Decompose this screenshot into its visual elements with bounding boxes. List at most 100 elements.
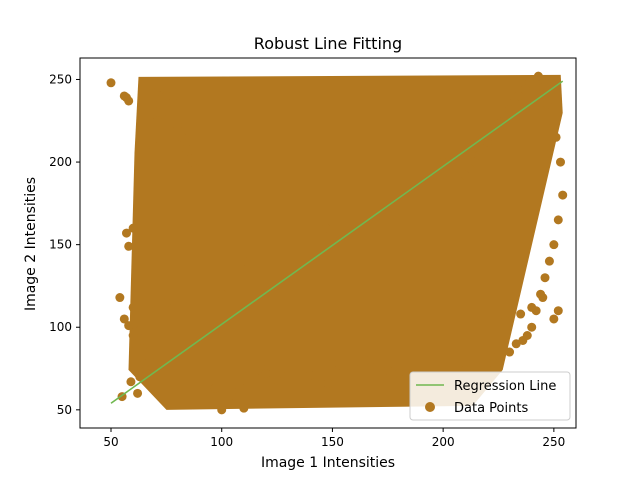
data-point	[465, 164, 475, 174]
data-point	[525, 78, 534, 88]
x-tick-label: 250	[542, 435, 565, 449]
data-point	[128, 302, 138, 312]
chart-title: Robust Line Fitting	[254, 34, 402, 53]
data-point	[177, 132, 187, 142]
data-point	[460, 170, 470, 180]
data-point	[438, 157, 448, 167]
data-point	[195, 174, 205, 184]
data-point	[250, 372, 260, 382]
data-point	[407, 190, 417, 200]
data-point	[243, 380, 253, 390]
data-point	[511, 339, 521, 349]
data-point	[505, 104, 515, 114]
data-point	[133, 281, 143, 291]
data-point	[549, 240, 559, 250]
data-point	[372, 362, 382, 372]
data-point	[122, 228, 131, 238]
data-point	[133, 207, 143, 217]
data-point	[115, 293, 125, 303]
data-point	[383, 365, 393, 375]
data-point	[478, 144, 488, 154]
data-point	[542, 99, 552, 109]
data-point	[509, 98, 519, 108]
data-point	[172, 121, 182, 131]
data-point	[144, 347, 154, 357]
data-point	[482, 137, 492, 147]
data-point	[294, 362, 304, 372]
data-point	[327, 359, 337, 369]
legend-box	[409, 371, 571, 421]
data-point	[239, 256, 249, 266]
data-point	[551, 132, 561, 142]
legend-label-data-points: Data Points	[454, 401, 528, 416]
x-tick-label: 150	[321, 435, 344, 449]
data-point	[161, 91, 171, 101]
y-tick-label: 250	[49, 72, 72, 86]
y-tick-label: 100	[49, 320, 72, 334]
data-point	[339, 367, 348, 377]
regression-line	[110, 80, 564, 404]
data-point	[153, 116, 162, 126]
data-point	[150, 88, 160, 98]
data-point	[190, 164, 200, 174]
data-point	[157, 108, 167, 118]
data-point	[558, 190, 568, 200]
data-point	[361, 355, 371, 365]
data-point	[556, 157, 565, 167]
y-tick-label: 200	[49, 155, 72, 169]
data-point	[323, 378, 333, 388]
data-point	[471, 362, 481, 372]
data-point	[305, 370, 315, 380]
y-axis-label: Image 2 Intensities	[23, 177, 39, 311]
data-point	[283, 365, 293, 375]
data-point	[239, 403, 249, 413]
data-point	[482, 359, 492, 369]
data-point	[168, 98, 178, 108]
data-point	[500, 316, 510, 326]
x-tick-label: 50	[103, 435, 118, 449]
data-point	[553, 215, 563, 225]
plot-area	[106, 71, 568, 415]
data-point	[527, 322, 537, 332]
data-point	[394, 368, 404, 378]
data-point	[186, 154, 196, 164]
data-point	[150, 306, 160, 316]
data-point	[544, 256, 554, 266]
x-tick-label: 100	[210, 435, 233, 449]
data-point	[513, 91, 523, 101]
data-point	[234, 382, 244, 392]
data-point	[119, 314, 129, 324]
data-point	[516, 309, 526, 319]
data-point	[527, 302, 537, 312]
data-point	[139, 359, 149, 369]
data-point	[135, 326, 145, 336]
data-point	[538, 83, 548, 93]
data-point	[106, 78, 116, 88]
data-point	[553, 306, 563, 316]
data-point	[128, 223, 138, 233]
data-point	[469, 157, 479, 167]
x-tick-label: 200	[432, 435, 455, 449]
data-point	[223, 397, 233, 407]
data-point	[321, 223, 331, 233]
data-point	[522, 331, 532, 340]
data-point	[540, 273, 550, 283]
data-point	[505, 347, 515, 357]
legend-point-swatch	[425, 402, 435, 412]
data-point	[124, 321, 134, 331]
data-point	[272, 375, 282, 385]
data-point	[137, 344, 147, 354]
data-point	[148, 141, 158, 151]
data-point	[228, 385, 238, 395]
data-point	[210, 383, 220, 393]
data-point	[126, 377, 136, 387]
data-point	[474, 150, 484, 160]
data-point	[161, 297, 171, 307]
data-point	[520, 84, 530, 94]
data-point	[155, 99, 165, 109]
data-point	[350, 364, 360, 374]
x-axis-label: Image 1 Intensities	[261, 455, 395, 471]
axes-frame	[79, 57, 577, 429]
axes: 50 100 150 200 250 50 100 150 200 250	[49, 57, 577, 449]
